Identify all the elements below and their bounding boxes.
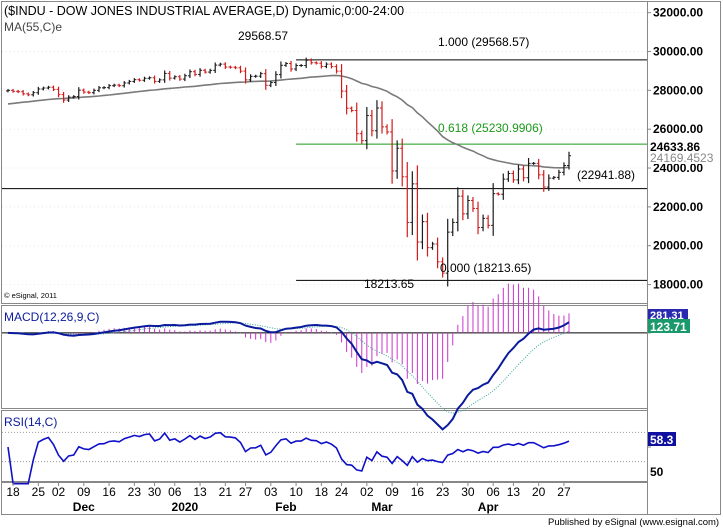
fib-0-label: 0.000 (18213.65) [440,261,531,275]
date-tick-label: 16 [411,485,425,499]
date-tick-label: 13 [193,485,207,499]
date-tick-label: 27 [557,485,571,499]
macd-legend: MACD(12,26,9,C) [4,310,99,324]
last-price-tag-bg [648,139,720,153]
last-price-tag: 24633.86 [650,140,700,154]
date-tick-label: 03 [264,485,278,499]
ma-value-tag-bg [648,150,720,164]
month-label: 2020 [172,500,199,514]
fibonacci-lines [2,59,647,281]
macd-value-tag-2: 123.71 [650,320,687,334]
rsi-axis-50: 50 [650,465,664,479]
ma-legend: MA(55,C)e [4,20,62,34]
date-tick-label: 18 [6,485,20,499]
rsi-series [2,431,651,485]
price-tick-label: 22000.00 [653,200,703,214]
price-tick-label: 26000.00 [653,122,703,136]
macd-value-tag-1-bg [648,309,688,321]
date-tick-label: 24 [335,485,349,499]
price-tick-label: 24000.00 [653,161,703,175]
chart-title: ($INDU - DOW JONES INDUSTRIAL AVERAGE,D)… [4,4,404,18]
rsi-value-tag: 58.3 [650,433,674,447]
month-label: Apr [478,500,499,514]
price-axis: 32000.00 30000.00 28000.00 26000.00 24000.00… [647,6,703,292]
peak-label: 29568.57 [238,29,288,43]
month-label: Dec [73,500,95,514]
date-tick-label: 06 [168,485,182,499]
moving-average [7,74,570,169]
date-tick-label: 27 [239,485,253,499]
date-axis: 18 25 02 09 16 23 30 06 13 21 27 03 10 18 24 02 09 16 23 30… [6,483,571,514]
rsi-value-tag-bg [648,432,676,446]
date-tick-label: 23 [128,485,142,499]
date-tick-label: 02 [360,485,374,499]
date-tick-label: 21 [219,485,233,499]
date-tick-label: 30 [148,485,162,499]
date-tick-label: 06 [487,485,501,499]
date-tick-label: 20 [532,485,546,499]
macd-panel-frame [1,305,648,409]
date-tick-label: 13 [507,485,521,499]
support-label: (22941.88) [577,168,635,182]
price-tick-label: 28000.00 [653,83,703,97]
macd-signal-line [8,322,570,414]
date-axis-frame [1,482,648,515]
date-tick-label: 18 [315,485,329,499]
price-tick-label: 20000.00 [653,239,703,253]
publisher-footer: Published by eSignal (www.esignal.com) [548,517,719,528]
date-tick-label: 16 [102,485,116,499]
price-panel-frame [1,1,648,304]
price-axis-frame [647,1,721,515]
month-label: Mar [371,500,393,514]
rsi-line [7,431,570,485]
fib-618-label: 0.618 (25230.9906) [438,121,543,135]
date-tick-label: 23 [436,485,450,499]
fib-100-label: 1.000 (29568.57) [438,35,529,49]
price-tick-label: 30000.00 [653,45,703,59]
date-tick-label: 25 [32,485,46,499]
macd-value-tag-2-bg [648,319,690,333]
price-tick-label: 32000.00 [653,6,703,20]
rsi-legend: RSI(14,C) [4,415,57,429]
price-tick-label: 18000.00 [653,278,703,292]
date-tick-label: 02 [52,485,66,499]
macd-line [7,320,570,431]
trough-label: 18213.65 [364,277,414,291]
date-tick-label: 09 [77,485,91,499]
date-tick-label: 10 [289,485,303,499]
ma55-line [7,74,570,169]
macd-series [2,283,651,431]
date-tick-label: 30 [461,485,475,499]
date-tick-label: 09 [385,485,399,499]
month-label: Feb [275,500,296,514]
ma-value-tag: 24169.4523 [650,151,714,165]
price-bars [6,57,571,287]
copyright: © eSignal, 2011 [4,291,57,300]
